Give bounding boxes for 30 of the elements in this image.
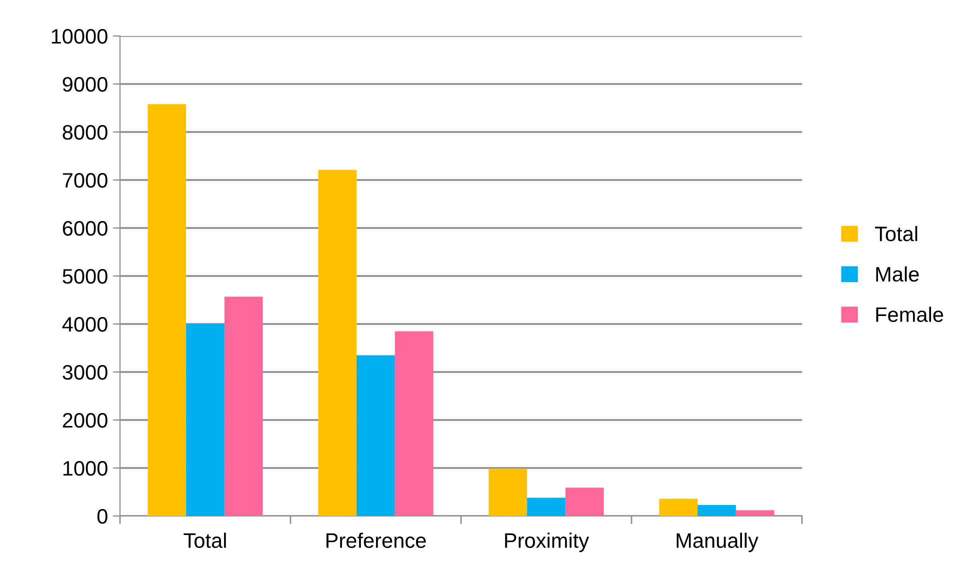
legend-label: Male [876, 266, 919, 282]
x-tick-label: Proximity [505, 532, 590, 552]
y-tick-label: 3000 [62, 365, 108, 380]
x-tick-label: Total [184, 532, 226, 548]
y-tick-label: 6000 [62, 221, 108, 236]
bar [565, 488, 604, 516]
bar [527, 498, 566, 516]
y-tick-label: 10000 [52, 29, 108, 44]
y-tick-label: 9000 [62, 77, 108, 92]
y-tick-label: 5000 [62, 269, 108, 284]
bar [736, 510, 774, 516]
y-tick-label: 7000 [62, 173, 108, 188]
y-tick-label: 4000 [62, 317, 108, 332]
y-tick-label: 1000 [63, 461, 108, 476]
y-tick-label: 0 [97, 509, 108, 524]
y-tick-label: 2000 [62, 413, 108, 428]
bar [356, 355, 395, 516]
bar [318, 170, 357, 516]
x-tick-label: Preference [326, 532, 426, 548]
y-tick-label: 8000 [62, 125, 108, 140]
bar [698, 504, 736, 516]
legend-label: Female [876, 306, 944, 322]
bar [186, 324, 224, 516]
x-tick-label: Manually [676, 532, 758, 552]
bar [394, 331, 434, 516]
bar [148, 104, 186, 516]
bar [224, 296, 263, 516]
legend-label: Total [875, 226, 918, 242]
bar [659, 498, 698, 516]
bar [488, 468, 528, 516]
